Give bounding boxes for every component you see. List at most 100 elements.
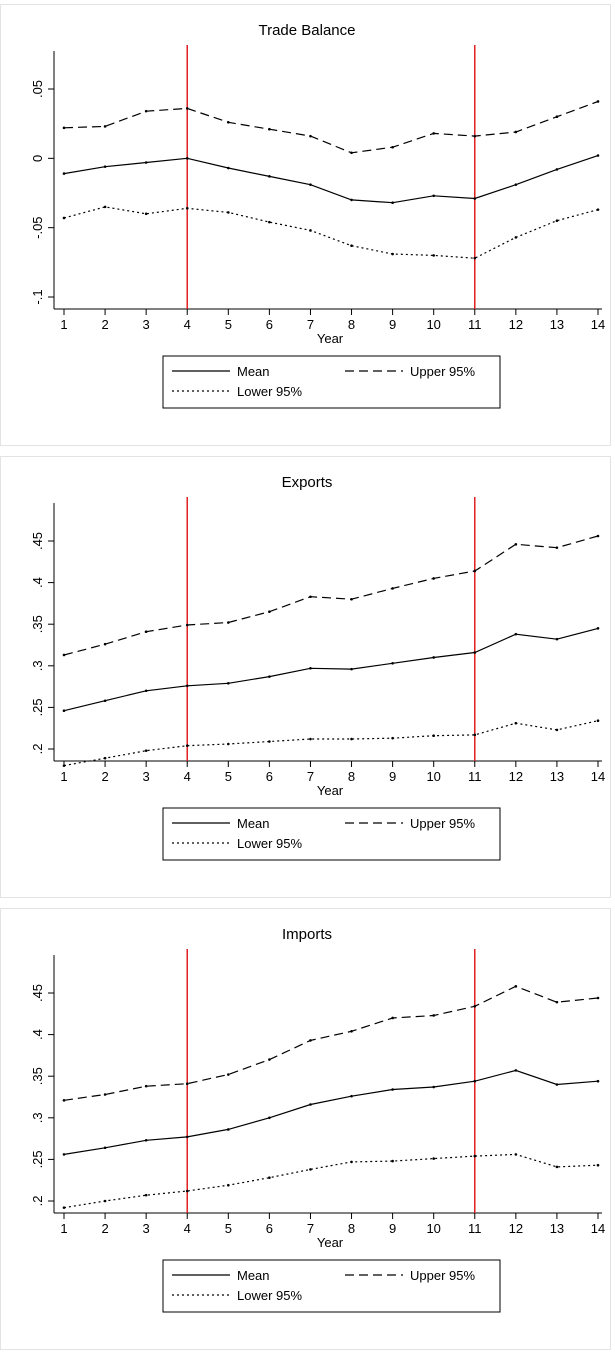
data-point xyxy=(103,699,107,703)
data-point xyxy=(103,1199,107,1203)
x-tick-label: 13 xyxy=(550,317,564,332)
data-point xyxy=(309,666,312,670)
chart-title: Exports xyxy=(282,474,333,491)
y-tick-label: .4 xyxy=(30,1029,45,1040)
legend-box xyxy=(162,1259,501,1313)
y-tick-label: .3 xyxy=(30,660,45,671)
data-point xyxy=(103,1146,107,1150)
y-tick-label: 0 xyxy=(30,155,45,162)
chart-svg: Imports.2.25.3.35.4.451 2 3 4 5 6 7 8 9 10 11 12 13 1… xyxy=(0,908,611,1350)
data-point xyxy=(185,1135,189,1139)
y-tick-label: -.05 xyxy=(30,216,45,238)
data-point xyxy=(350,737,353,741)
chart-panel-1: Trade Balance -.1 -.05 0.05 1 2 3 4 5 6 7 8 9 10 11 12 1… xyxy=(0,4,615,449)
x-tick-label: 14 xyxy=(591,769,605,784)
data-point xyxy=(144,212,148,216)
data-point xyxy=(555,728,559,732)
data-point xyxy=(62,1153,66,1156)
data-point xyxy=(596,996,600,1000)
chart-title: Imports xyxy=(282,926,332,943)
data-point xyxy=(555,219,559,223)
data-point xyxy=(596,154,600,157)
x-tick-label: 10 xyxy=(426,769,440,784)
x-tick-label: 12 xyxy=(509,769,523,784)
data-point xyxy=(144,161,148,164)
data-point xyxy=(596,100,600,103)
legend: Mean Upper 95% Lower 95% xyxy=(162,1259,501,1313)
data-point xyxy=(391,662,394,665)
legend-label: Lower 95% xyxy=(237,384,302,399)
data-point xyxy=(103,165,107,168)
data-point xyxy=(473,733,477,737)
data-point xyxy=(555,1000,559,1004)
y-tick-label: .05 xyxy=(30,80,45,98)
data-point xyxy=(227,1183,230,1187)
x-tick-label: 10 xyxy=(426,317,440,332)
data-point xyxy=(432,734,435,737)
data-point xyxy=(268,220,271,224)
data-point xyxy=(555,115,559,119)
chart-panel-3: Imports .2.25.3.35.4.45 1 2 3 4 5 6 7 8 9 10 11 12 13 1… xyxy=(0,908,615,1353)
data-point xyxy=(350,1160,353,1164)
data-point xyxy=(62,653,66,657)
data-point xyxy=(596,1079,600,1083)
data-point xyxy=(309,1103,312,1106)
data-point xyxy=(350,244,353,247)
data-point xyxy=(103,756,107,760)
data-point xyxy=(62,1206,66,1209)
data-point xyxy=(227,211,230,214)
data-point xyxy=(514,1153,518,1156)
series-line-lower-95- xyxy=(63,1153,599,1209)
x-axis-title: Year xyxy=(317,331,344,346)
data-point xyxy=(514,236,518,239)
data-point xyxy=(185,684,189,688)
data-point xyxy=(391,1016,394,1020)
x-tick-label: 7 xyxy=(307,769,314,784)
data-point xyxy=(473,1154,477,1158)
data-point xyxy=(268,675,271,678)
x-tick-label: 11 xyxy=(468,769,482,784)
x-tick-label: 8 xyxy=(348,1221,355,1236)
data-point xyxy=(309,229,312,232)
data-point xyxy=(514,183,518,186)
x-tick-label: 4 xyxy=(184,769,191,784)
data-point xyxy=(227,120,230,124)
data-point xyxy=(185,1189,189,1193)
x-tick-label: 2 xyxy=(101,317,108,332)
y-tick-label: -.1 xyxy=(30,289,45,304)
x-tick-label: 9 xyxy=(389,317,396,332)
data-point xyxy=(103,642,107,646)
data-point xyxy=(62,764,66,767)
data-point xyxy=(62,216,66,220)
data-point xyxy=(62,172,66,175)
data-point xyxy=(514,130,518,134)
data-point xyxy=(227,621,230,624)
x-tick-label: 9 xyxy=(389,1221,396,1236)
data-point xyxy=(309,134,312,138)
data-point xyxy=(473,1079,477,1083)
data-point xyxy=(514,1069,518,1072)
x-tick-label: 1 xyxy=(60,769,67,784)
data-point xyxy=(432,1157,435,1160)
data-point xyxy=(432,656,435,659)
chart-title: Trade Balance xyxy=(258,22,355,39)
y-tick-label: .4 xyxy=(30,577,45,588)
x-tick-label: 5 xyxy=(225,769,232,784)
legend-label: Upper 95% xyxy=(410,364,475,379)
data-point xyxy=(514,985,518,988)
data-point xyxy=(555,168,559,171)
data-point xyxy=(227,1073,230,1076)
data-point xyxy=(185,107,189,110)
y-tick-label: .45 xyxy=(30,984,45,1002)
legend-label: Upper 95% xyxy=(410,1268,475,1283)
legend-label: Mean xyxy=(237,364,270,379)
data-point xyxy=(185,1082,189,1085)
data-point xyxy=(391,587,394,590)
data-point xyxy=(185,744,189,747)
data-point xyxy=(268,740,271,743)
data-point xyxy=(391,736,394,740)
data-point xyxy=(391,252,394,256)
data-point xyxy=(227,681,230,685)
series-line-mean xyxy=(63,1069,599,1155)
data-point xyxy=(432,1014,435,1017)
